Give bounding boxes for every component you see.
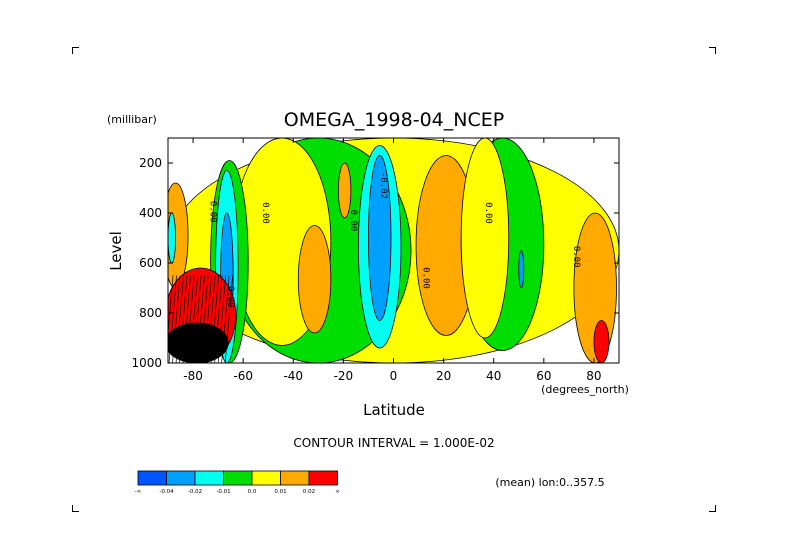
contour-label: 0.00 [225,286,235,308]
y-axis-ticks: 200 400 600 800 1000 [131,156,619,370]
contour-line [186,275,195,363]
contour-line [193,275,202,363]
contour-line [210,275,219,363]
contour-interval-text: CONTOUR INTERVAL = 1.000E-02 [293,436,494,450]
x-tick-label: 40 [486,369,501,383]
y-tick-label: 600 [139,256,162,270]
contour-labels: 0.00 0.00 0.00 -0.02 0.00 0.00 0.00 0.00 [208,172,581,308]
contour-line [200,275,209,363]
contour-region-positive-mid [337,162,352,219]
contour-region-positive-low [460,138,510,339]
y-tick-label: 1000 [131,356,162,370]
chart-title: OMEGA_1998-04_NCEP [284,109,504,131]
contour-label: -0.02 [378,172,388,199]
x-tick-label: 80 [586,369,601,383]
x-unit-label: (degrees_north) [541,383,629,396]
contour-line [224,275,233,363]
contour-label: 0.00 [348,210,358,232]
colorbar-label: 0.01 [274,489,286,495]
contour-line [175,275,184,363]
colorbar-label: ∞ [335,489,340,495]
colorbar-label: -∞ [135,489,142,495]
x-tick-label: 0 [390,369,398,383]
contour-line [168,275,174,338]
y-tick-label: 800 [139,306,162,320]
dense-contour-lines [168,275,233,363]
contour-label: 0.00 [421,267,431,289]
colorbar: -∞ -0.04 -0.02 -0.01 0.0 0.01 0.02 ∞ [135,470,340,495]
contour-line [203,275,212,363]
x-axis-label: Latitude [363,401,425,419]
contour-region-negative-high [368,155,392,321]
contour-line [182,275,191,363]
x-tick-label: -60 [233,369,253,383]
y-unit-label: (millibar) [107,113,157,126]
colorbar-swatch [166,470,196,486]
contour-region-negative-mid [168,212,176,264]
contour-field [168,138,619,363]
crop-mark-bottom-left [72,505,79,512]
mean-text: (mean) lon:0..357.5 [495,476,604,489]
contour-line [196,275,205,363]
colorbar-label: -0.01 [216,489,230,495]
x-tick-label: 60 [536,369,551,383]
x-tick-label: 20 [436,369,451,383]
contour-line [168,275,177,363]
contour-label: 0.00 [483,202,493,224]
colorbar-label: 0.02 [303,489,315,495]
contour-region-positive-mid [297,225,332,334]
colorbar-swatch [308,470,338,486]
contour-label: 0.00 [260,202,270,224]
contour-line [172,275,181,363]
crop-mark-bottom-right [709,505,716,512]
crop-mark-top-left [72,47,79,54]
colorbar-swatch [251,470,281,486]
y-axis-label: Level [107,231,125,271]
contour-label: 0.00 [208,201,218,223]
contour-line [217,275,226,363]
colorbar-swatch [223,470,253,486]
colorbar-swatch [280,470,310,486]
contour-region-positive-high [593,320,610,363]
colorbar-label: -0.04 [159,489,174,495]
x-tick-label: -40 [283,369,303,383]
y-tick-label: 200 [139,156,162,170]
contour-region-negative-high [518,250,525,289]
crop-mark-top-right [709,47,716,54]
contour-label: 0.00 [571,246,581,268]
x-tick-label: -80 [183,369,203,383]
x-axis-ticks: -80 -60 -40 -20 0 20 40 60 80 [183,138,602,383]
contour-line [221,275,230,363]
colorbar-label: 0.0 [248,489,257,495]
y-tick-label: 400 [139,206,162,220]
contour-line [207,275,216,363]
colorbar-swatch [137,470,167,486]
contour-line [179,275,188,363]
colorbar-swatch [194,470,224,486]
contour-line [189,275,198,363]
colorbar-label: -0.02 [188,489,202,495]
x-tick-label: -20 [334,369,354,383]
contour-line [214,275,223,363]
